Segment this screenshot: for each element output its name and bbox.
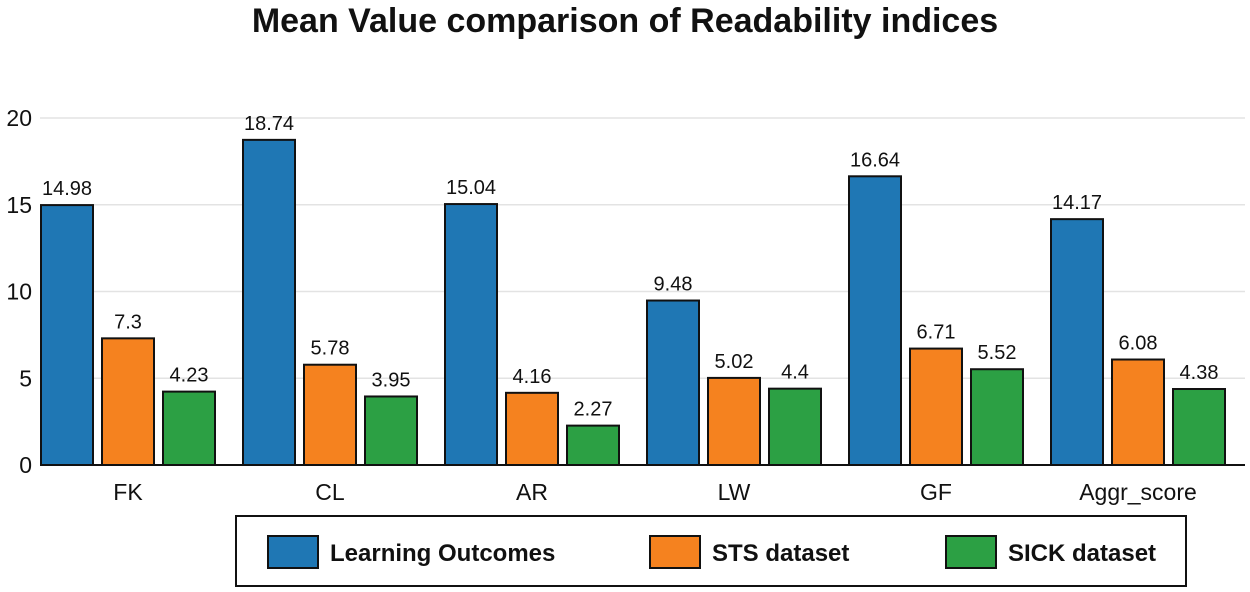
data-label: 4.38 bbox=[1180, 362, 1219, 384]
legend-label: Learning Outcomes bbox=[330, 540, 555, 567]
bar-ar-2 bbox=[505, 391, 559, 467]
bar-gf-1 bbox=[848, 175, 902, 467]
legend-swatch bbox=[945, 535, 997, 569]
labels: 0 5 10 15 20 14.98 7.3 4.23 FK 18.74 5.78 3.95 CL 15.… bbox=[6, 105, 1218, 505]
y-tick-label: 0 bbox=[19, 452, 32, 478]
y-tick-label: 5 bbox=[19, 365, 32, 391]
bar-aggr_score-2 bbox=[1111, 358, 1165, 466]
data-label: 4.4 bbox=[781, 362, 809, 384]
data-label: 14.98 bbox=[42, 178, 92, 200]
data-label: 16.64 bbox=[850, 149, 900, 171]
legend-label: STS dataset bbox=[712, 540, 849, 567]
data-label: 3.95 bbox=[372, 369, 411, 391]
data-label: 5.02 bbox=[715, 351, 754, 373]
bar-fk-1 bbox=[40, 204, 94, 467]
grid-lines bbox=[40, 117, 1245, 379]
bar-ar-1 bbox=[444, 203, 498, 466]
bar-fk-3 bbox=[162, 390, 216, 466]
y-tick-label: 15 bbox=[6, 192, 32, 218]
x-tick-label: FK bbox=[113, 479, 143, 505]
x-tick-label: Aggr_score bbox=[1079, 479, 1197, 505]
data-label: 14.17 bbox=[1052, 192, 1102, 214]
bar-ar-3 bbox=[566, 424, 620, 467]
bar-aggr_score-3 bbox=[1172, 388, 1226, 466]
data-label: 6.71 bbox=[917, 322, 956, 344]
bar-cl-3 bbox=[364, 395, 418, 466]
x-tick-label: LW bbox=[718, 479, 751, 505]
data-label: 2.27 bbox=[574, 399, 613, 421]
bar-aggr_score-1 bbox=[1050, 218, 1104, 466]
bar-fk-2 bbox=[101, 337, 155, 466]
legend-swatch bbox=[267, 535, 319, 569]
data-label: 7.3 bbox=[114, 311, 142, 333]
bar-gf-2 bbox=[909, 347, 963, 467]
data-label: 5.78 bbox=[311, 338, 350, 360]
bars bbox=[40, 138, 1226, 467]
data-label: 4.16 bbox=[513, 366, 552, 388]
x-tick-label: CL bbox=[315, 479, 345, 505]
y-tick-label: 10 bbox=[6, 279, 32, 305]
bar-gf-3 bbox=[970, 368, 1024, 466]
data-label: 18.74 bbox=[244, 113, 294, 135]
data-label: 9.48 bbox=[654, 274, 693, 296]
data-label: 5.52 bbox=[978, 342, 1017, 364]
bar-lw-3 bbox=[768, 387, 822, 466]
legend-swatch bbox=[649, 535, 701, 569]
bar-cl-1 bbox=[242, 138, 296, 466]
bar-lw-2 bbox=[707, 376, 761, 467]
data-label: 4.23 bbox=[170, 365, 209, 387]
data-label: 15.04 bbox=[446, 177, 496, 199]
legend-label: SICK dataset bbox=[1008, 540, 1156, 567]
chart-title: Mean Value comparison of Readability ind… bbox=[251, 2, 999, 40]
data-label: 6.08 bbox=[1119, 333, 1158, 355]
x-tick-label: AR bbox=[516, 479, 548, 505]
x-tick-label: GF bbox=[920, 479, 952, 505]
bar-lw-1 bbox=[646, 299, 700, 466]
legend: Learning Outcomes STS dataset SICK dataset bbox=[235, 515, 1187, 587]
y-tick-label: 20 bbox=[6, 105, 32, 131]
legend-box bbox=[235, 515, 1187, 587]
bar-cl-2 bbox=[303, 363, 357, 467]
